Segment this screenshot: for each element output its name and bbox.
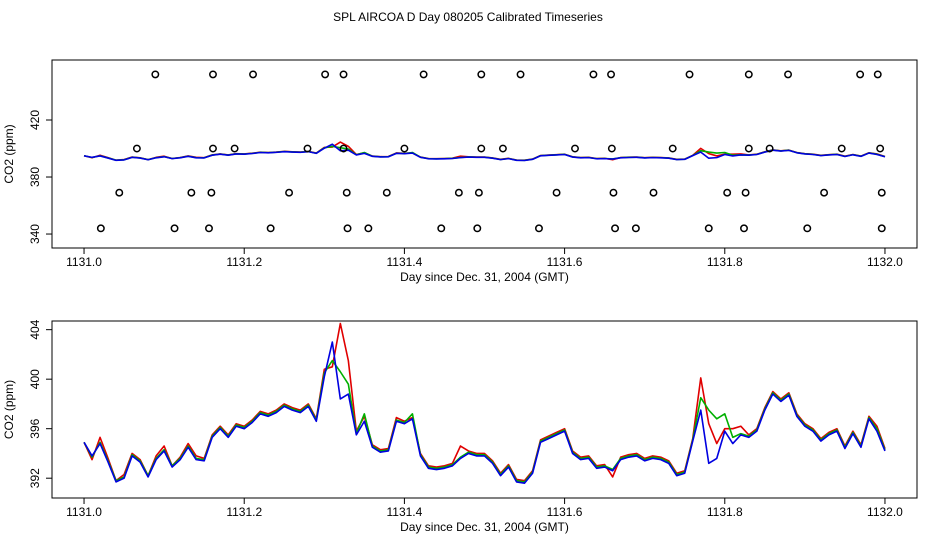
flag-point (685, 70, 694, 79)
flag-point (339, 70, 348, 79)
y-tick-label: 340 (28, 224, 42, 244)
x-tick-label: 1132.0 (867, 505, 903, 519)
flag-point (209, 70, 217, 79)
x-tick-label: 1131.6 (547, 505, 583, 519)
flag-point (209, 144, 217, 153)
flag-point (364, 224, 373, 233)
flag-point (230, 144, 239, 153)
y-tick-label: 392 (28, 468, 42, 488)
flag-point (607, 70, 615, 79)
flag-point (266, 224, 275, 233)
flag-point (607, 144, 616, 153)
flag-point (96, 224, 105, 233)
flag-point (609, 188, 618, 197)
x-tick-label: 1131.2 (226, 505, 262, 519)
flag-point (205, 224, 213, 233)
flag-point (303, 144, 312, 153)
flag-point (321, 70, 330, 79)
data-line (83, 341, 886, 484)
flag-point (207, 188, 216, 197)
flag-point (132, 144, 141, 153)
flag-point (285, 188, 294, 197)
flag-point (437, 224, 446, 233)
flag-point (170, 224, 179, 233)
y-axis-label: CO2 (ppm) (2, 380, 16, 439)
plot-frame (51, 59, 918, 249)
flag-point (477, 70, 486, 79)
flag-point (552, 188, 561, 197)
flag-point (820, 188, 829, 197)
flag-point (741, 188, 750, 197)
data-line (83, 359, 886, 483)
x-tick-label: 1131.4 (387, 505, 423, 519)
x-tick-label: 1131.4 (387, 255, 423, 269)
x-tick-label: 1131.0 (66, 255, 102, 269)
x-axis-label: Day since Dec. 31, 2004 (GMT) (400, 270, 569, 284)
flag-point (856, 70, 865, 79)
flag-point (784, 70, 793, 79)
flag-point (611, 224, 620, 233)
flag-point (339, 144, 348, 153)
flag-point (187, 188, 196, 197)
flag-point (723, 188, 732, 197)
x-tick-label: 1132.0 (867, 255, 903, 269)
x-tick-label: 1131.0 (66, 505, 102, 519)
flag-point (877, 188, 886, 197)
flag-point (342, 188, 351, 197)
x-tick-label: 1131.8 (707, 505, 743, 519)
flag-point (454, 188, 463, 197)
flag-point (704, 224, 713, 233)
flag-point (740, 224, 748, 233)
x-tick-label: 1131.6 (547, 255, 583, 269)
flag-point (876, 144, 885, 153)
flag-point (765, 144, 774, 153)
plot-frame (51, 320, 918, 499)
x-tick-label: 1131.2 (226, 255, 262, 269)
y-tick-label: 380 (28, 167, 42, 187)
flag-point (419, 70, 428, 79)
y-tick-label: 396 (28, 418, 42, 438)
flag-point (115, 188, 124, 197)
x-tick-label: 1131.8 (707, 255, 743, 269)
flag-point (343, 224, 352, 233)
flag-point (877, 224, 886, 233)
x-axis-label: Day since Dec. 31, 2004 (GMT) (400, 520, 569, 534)
flag-point (873, 70, 882, 79)
y-tick-label: 400 (28, 369, 42, 389)
flag-point (744, 144, 753, 153)
flag-point (516, 70, 525, 79)
chart-title: SPL AIRCOA D Day 080205 Calibrated Times… (333, 10, 603, 24)
flag-point (589, 70, 598, 79)
flag-point (151, 70, 160, 79)
flag-point (649, 188, 658, 197)
y-axis-label: CO2 (ppm) (2, 124, 16, 183)
y-tick-label: 420 (28, 110, 42, 130)
flag-point (631, 224, 640, 233)
flag-point (474, 188, 483, 197)
flag-point (249, 70, 257, 79)
flag-point (382, 188, 391, 197)
flag-point (837, 144, 846, 153)
flag-point (668, 144, 677, 153)
y-tick-label: 404 (28, 319, 42, 339)
flag-point (477, 144, 486, 153)
flag-point (744, 70, 753, 79)
flag-point (803, 224, 812, 233)
flag-point (535, 224, 543, 233)
data-line (83, 143, 886, 162)
flag-point (400, 144, 409, 153)
flag-point (498, 144, 507, 153)
data-line (83, 322, 886, 482)
flag-point (473, 224, 482, 233)
flag-point (571, 144, 579, 153)
